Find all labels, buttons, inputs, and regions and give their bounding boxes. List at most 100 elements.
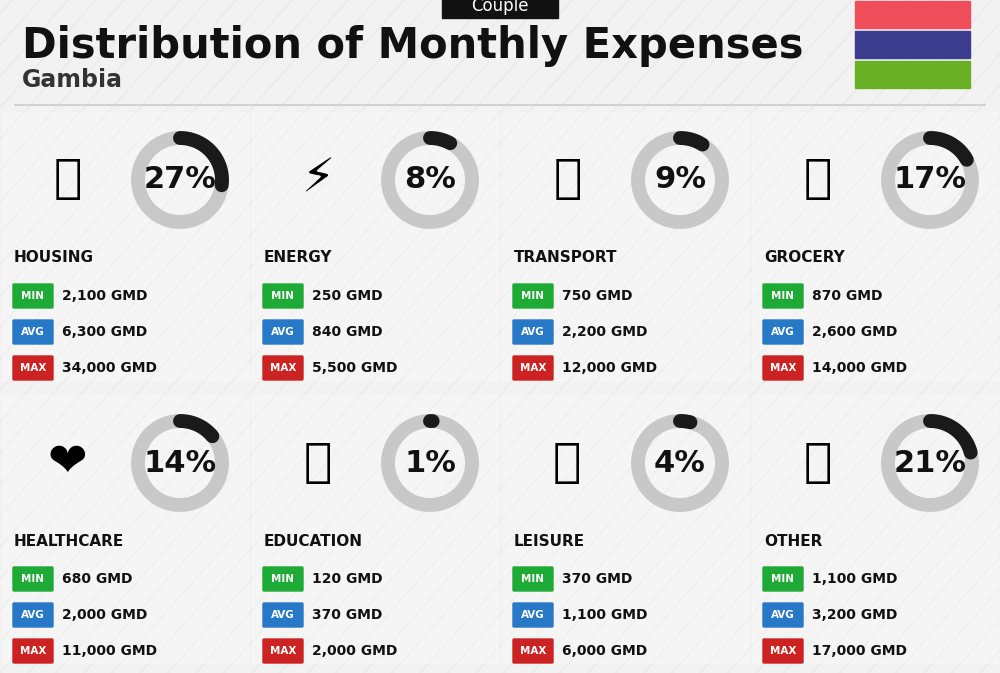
FancyBboxPatch shape [442, 0, 558, 18]
Text: 9%: 9% [654, 166, 706, 194]
Text: 🚌: 🚌 [553, 157, 582, 203]
FancyBboxPatch shape [513, 356, 553, 380]
Text: 3,200 GMD: 3,200 GMD [812, 608, 897, 622]
Text: 370 GMD: 370 GMD [312, 608, 382, 622]
Text: 12,000 GMD: 12,000 GMD [562, 361, 657, 375]
Text: MAX: MAX [270, 646, 296, 656]
FancyBboxPatch shape [13, 603, 53, 627]
Text: Distribution of Monthly Expenses: Distribution of Monthly Expenses [22, 25, 804, 67]
Text: 680 GMD: 680 GMD [62, 572, 132, 586]
Text: 6,000 GMD: 6,000 GMD [562, 644, 647, 658]
FancyBboxPatch shape [13, 320, 53, 344]
FancyBboxPatch shape [252, 112, 498, 380]
Text: AVG: AVG [271, 327, 295, 337]
Text: HOUSING: HOUSING [14, 250, 94, 266]
Text: 4%: 4% [654, 448, 706, 478]
Text: OTHER: OTHER [764, 534, 822, 548]
Text: 34,000 GMD: 34,000 GMD [62, 361, 157, 375]
Text: 2,200 GMD: 2,200 GMD [562, 325, 648, 339]
FancyBboxPatch shape [763, 356, 803, 380]
Text: AVG: AVG [21, 327, 45, 337]
FancyBboxPatch shape [263, 320, 303, 344]
Text: MAX: MAX [270, 363, 296, 373]
FancyBboxPatch shape [263, 567, 303, 591]
FancyBboxPatch shape [513, 320, 553, 344]
Text: MIN: MIN [22, 291, 44, 301]
Text: 1%: 1% [404, 448, 456, 478]
FancyBboxPatch shape [502, 395, 748, 663]
Text: MAX: MAX [520, 363, 546, 373]
Text: 750 GMD: 750 GMD [562, 289, 633, 303]
Text: MIN: MIN [272, 291, 294, 301]
Text: ENERGY: ENERGY [264, 250, 332, 266]
Text: 14,000 GMD: 14,000 GMD [812, 361, 907, 375]
Text: 1,100 GMD: 1,100 GMD [812, 572, 898, 586]
FancyBboxPatch shape [13, 356, 53, 380]
Text: 5,500 GMD: 5,500 GMD [312, 361, 398, 375]
Text: MAX: MAX [20, 646, 46, 656]
FancyBboxPatch shape [855, 1, 970, 28]
Text: 6,300 GMD: 6,300 GMD [62, 325, 147, 339]
FancyBboxPatch shape [2, 112, 248, 380]
Text: AVG: AVG [271, 610, 295, 620]
Text: GROCERY: GROCERY [764, 250, 845, 266]
Text: MAX: MAX [20, 363, 46, 373]
Text: 870 GMD: 870 GMD [812, 289, 883, 303]
Text: 250 GMD: 250 GMD [312, 289, 383, 303]
Text: 2,000 GMD: 2,000 GMD [62, 608, 147, 622]
Text: 1,100 GMD: 1,100 GMD [562, 608, 648, 622]
Text: MAX: MAX [520, 646, 546, 656]
Text: 17,000 GMD: 17,000 GMD [812, 644, 907, 658]
Text: TRANSPORT: TRANSPORT [514, 250, 618, 266]
FancyBboxPatch shape [513, 567, 553, 591]
Text: MIN: MIN [522, 574, 544, 584]
Text: 17%: 17% [894, 166, 966, 194]
Text: MIN: MIN [772, 291, 794, 301]
FancyBboxPatch shape [13, 284, 53, 308]
Text: Couple: Couple [471, 0, 529, 15]
FancyBboxPatch shape [752, 395, 998, 663]
Text: MAX: MAX [770, 363, 796, 373]
Text: LEISURE: LEISURE [514, 534, 585, 548]
Text: 2,000 GMD: 2,000 GMD [312, 644, 397, 658]
FancyBboxPatch shape [513, 603, 553, 627]
FancyBboxPatch shape [263, 356, 303, 380]
Text: 2,600 GMD: 2,600 GMD [812, 325, 897, 339]
Text: 💰: 💰 [803, 441, 832, 485]
Text: 🏢: 🏢 [53, 157, 82, 203]
FancyBboxPatch shape [763, 320, 803, 344]
Text: 370 GMD: 370 GMD [562, 572, 632, 586]
FancyBboxPatch shape [763, 603, 803, 627]
Text: AVG: AVG [771, 610, 795, 620]
Text: ❤️: ❤️ [48, 441, 87, 485]
Text: AVG: AVG [521, 610, 545, 620]
Text: AVG: AVG [771, 327, 795, 337]
Text: 🎓: 🎓 [303, 441, 332, 485]
Text: 🛒: 🛒 [803, 157, 832, 203]
Text: MIN: MIN [272, 574, 294, 584]
FancyBboxPatch shape [752, 112, 998, 380]
Text: AVG: AVG [521, 327, 545, 337]
FancyBboxPatch shape [2, 395, 248, 663]
Text: 840 GMD: 840 GMD [312, 325, 383, 339]
FancyBboxPatch shape [763, 567, 803, 591]
FancyBboxPatch shape [263, 284, 303, 308]
Text: MIN: MIN [22, 574, 44, 584]
Text: 2,100 GMD: 2,100 GMD [62, 289, 148, 303]
FancyBboxPatch shape [252, 395, 498, 663]
Text: ⚡: ⚡ [301, 157, 334, 203]
Text: 27%: 27% [144, 166, 216, 194]
FancyBboxPatch shape [855, 31, 970, 58]
FancyBboxPatch shape [263, 603, 303, 627]
Text: Gambia: Gambia [22, 68, 123, 92]
FancyBboxPatch shape [502, 112, 748, 380]
FancyBboxPatch shape [763, 639, 803, 663]
Text: 120 GMD: 120 GMD [312, 572, 383, 586]
Text: AVG: AVG [21, 610, 45, 620]
FancyBboxPatch shape [13, 567, 53, 591]
Text: 11,000 GMD: 11,000 GMD [62, 644, 157, 658]
FancyBboxPatch shape [263, 639, 303, 663]
Text: 21%: 21% [894, 448, 966, 478]
FancyBboxPatch shape [513, 639, 553, 663]
FancyBboxPatch shape [855, 61, 970, 88]
